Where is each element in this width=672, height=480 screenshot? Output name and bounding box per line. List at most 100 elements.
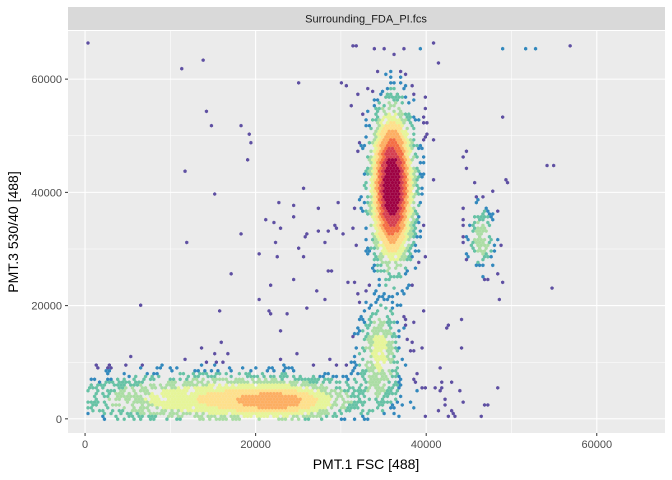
hex-bin <box>400 357 404 362</box>
hex-bin <box>387 203 391 208</box>
hex-bin <box>218 405 222 410</box>
hex-bin <box>482 237 487 242</box>
hex-bin <box>377 254 381 259</box>
hex-bin <box>170 380 174 385</box>
hex-bin <box>270 405 274 410</box>
hex-bin <box>397 414 401 419</box>
hex-bin <box>246 403 250 407</box>
hex-bin <box>407 243 411 248</box>
hex-bin <box>384 243 388 248</box>
hex-bin <box>407 112 411 117</box>
hex-bin <box>379 320 383 325</box>
hex-bin <box>116 377 120 382</box>
hex-bin <box>280 400 284 404</box>
hex-bin <box>320 388 324 393</box>
hex-bin <box>405 143 409 148</box>
hex-bin <box>86 405 90 410</box>
hex-bin <box>380 135 385 139</box>
hex-bin <box>239 232 243 236</box>
hex-bin <box>272 220 276 225</box>
hex-bin <box>408 257 413 262</box>
hex-bin <box>394 260 398 265</box>
hex-bin <box>379 206 383 211</box>
hex-bin <box>303 417 307 422</box>
hex-bin <box>481 229 485 233</box>
hex-bin <box>265 408 269 413</box>
hex-bin <box>143 391 148 396</box>
hex-bin <box>374 209 378 213</box>
hex-bin <box>129 411 133 416</box>
hex-bin <box>326 400 330 404</box>
hex-bin <box>387 112 391 117</box>
hex-bin <box>331 403 335 407</box>
hex-bin <box>86 411 90 416</box>
hex-bin <box>298 374 302 379</box>
hex-bin <box>287 400 291 404</box>
hex-bin <box>101 386 105 390</box>
hex-bin <box>397 226 401 231</box>
hex-bin <box>301 414 306 419</box>
hex-bin <box>222 386 227 390</box>
hex-bin <box>415 371 419 376</box>
hex-bin <box>301 380 306 385</box>
hex-bin <box>377 146 381 151</box>
hex-bin <box>461 240 465 245</box>
hex-bin <box>376 223 380 228</box>
hex-bin <box>392 115 396 119</box>
hex-bin <box>232 403 237 407</box>
hex-bin <box>213 408 217 413</box>
hex-bin <box>257 417 261 422</box>
hex-bin <box>400 237 404 242</box>
hex-bin <box>293 394 297 399</box>
hex-bin <box>226 391 230 396</box>
hex-bin <box>339 411 343 416</box>
hex-bin <box>239 408 243 413</box>
hex-bin <box>188 411 192 416</box>
hex-bin <box>277 200 281 205</box>
hex-bin <box>280 388 284 393</box>
hex-bin <box>395 252 399 256</box>
hex-bin <box>390 209 395 213</box>
hex-bin <box>489 237 493 242</box>
hex-bin <box>214 405 218 410</box>
hex-bin <box>400 289 404 293</box>
hex-bin <box>132 400 136 404</box>
hex-bin <box>372 240 376 245</box>
hex-bin <box>384 157 388 162</box>
hex-bin <box>392 126 396 131</box>
hex-bin <box>127 397 131 402</box>
hex-bin <box>400 214 404 219</box>
hex-bin <box>313 400 317 404</box>
hex-bin <box>377 226 381 231</box>
hex-bin <box>464 252 469 256</box>
hex-bin <box>376 388 380 393</box>
hex-bin <box>402 217 406 222</box>
hex-bin <box>387 180 391 185</box>
hex-bin <box>377 175 381 179</box>
hex-bin <box>403 192 408 196</box>
hex-bin <box>367 374 371 379</box>
hex-bin <box>372 383 376 387</box>
hex-bin <box>402 183 406 188</box>
hex-bin <box>374 175 378 179</box>
hex-bin <box>478 229 482 233</box>
hex-bin <box>402 234 406 239</box>
hex-bin <box>394 169 398 174</box>
hex-bin <box>395 160 399 165</box>
hex-bin <box>402 172 406 176</box>
hex-bin <box>417 214 421 219</box>
hex-bin <box>407 214 411 219</box>
hex-bin <box>403 140 408 145</box>
hex-bin <box>408 138 413 142</box>
hex-bin <box>285 414 289 419</box>
hex-bin <box>413 192 418 196</box>
hex-bin <box>369 337 373 342</box>
hex-bin <box>369 343 373 347</box>
hex-bin <box>310 383 314 387</box>
hex-bin <box>464 166 469 171</box>
hex-bin <box>175 411 179 416</box>
hex-bin <box>193 408 197 413</box>
hex-bin <box>412 155 416 159</box>
hex-bin <box>357 386 362 390</box>
hex-bin <box>392 143 396 148</box>
